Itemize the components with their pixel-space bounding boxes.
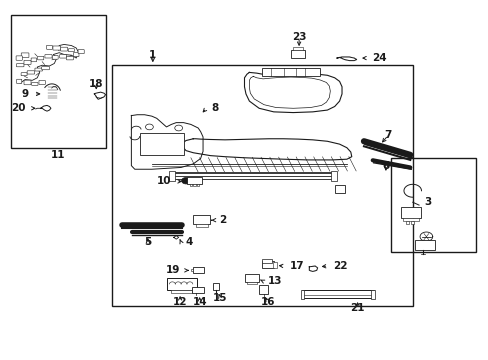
Text: 2: 2 [219,215,226,225]
Text: 1: 1 [149,50,156,60]
Text: 9: 9 [22,89,29,99]
Bar [261,68,320,76]
Text: 21: 21 [350,303,364,314]
FancyBboxPatch shape [27,71,35,74]
FancyBboxPatch shape [68,49,74,51]
FancyBboxPatch shape [31,58,37,62]
Text: 20: 20 [12,103,26,113]
Polygon shape [309,266,317,271]
Text: 10: 10 [157,176,171,186]
Bar [191,287,203,293]
Text: 19: 19 [165,265,180,275]
Bar [400,207,420,218]
FancyBboxPatch shape [17,79,22,84]
FancyBboxPatch shape [38,56,44,60]
Bar [262,259,271,263]
Bar [190,269,193,271]
Bar [334,185,345,193]
Bar [193,184,195,186]
FancyBboxPatch shape [41,67,49,70]
Bar [193,215,210,224]
FancyBboxPatch shape [24,60,31,64]
Bar [195,224,207,227]
Bar [140,134,183,155]
Bar [247,282,257,284]
Bar [390,158,475,252]
Bar [11,15,105,148]
Text: 4: 4 [185,237,193,247]
Text: 11: 11 [51,150,65,160]
Text: 18: 18 [89,79,103,89]
FancyBboxPatch shape [39,80,45,85]
FancyBboxPatch shape [21,73,27,76]
FancyBboxPatch shape [24,80,31,85]
Text: 22: 22 [332,261,347,271]
FancyBboxPatch shape [35,68,42,71]
Bar [186,177,201,184]
FancyBboxPatch shape [45,55,52,58]
Bar [212,283,218,291]
FancyBboxPatch shape [60,54,66,58]
FancyBboxPatch shape [53,46,61,50]
FancyBboxPatch shape [73,53,79,57]
Bar [414,240,434,250]
Bar [196,184,199,186]
Bar [410,221,413,224]
FancyBboxPatch shape [66,56,73,60]
Polygon shape [336,57,356,60]
FancyBboxPatch shape [52,55,58,59]
Text: 3: 3 [423,197,430,207]
Text: 15: 15 [212,293,227,303]
Bar [167,278,196,291]
Bar [112,65,412,306]
Circle shape [181,177,190,184]
Bar [330,171,336,181]
Bar [262,261,274,268]
FancyBboxPatch shape [61,47,67,51]
Bar [171,290,192,293]
Bar [272,262,276,267]
Bar [245,274,259,282]
Text: 14: 14 [192,297,206,307]
Text: 8: 8 [211,103,218,113]
FancyBboxPatch shape [32,82,38,85]
Bar [402,218,418,221]
Bar [302,291,373,298]
FancyBboxPatch shape [21,53,29,58]
Bar [406,221,408,224]
Bar [291,50,305,58]
Bar [189,184,192,186]
Text: 17: 17 [289,261,304,271]
FancyBboxPatch shape [78,50,84,54]
Text: 5: 5 [144,237,151,247]
Text: 13: 13 [267,276,282,286]
Text: 7: 7 [384,130,391,140]
Bar [259,285,267,294]
FancyBboxPatch shape [46,45,52,49]
Bar [370,290,374,299]
Text: 6: 6 [382,161,389,171]
Bar [168,171,174,181]
Bar [293,46,303,50]
Text: 16: 16 [260,297,275,307]
FancyBboxPatch shape [17,64,24,67]
Text: 23: 23 [291,32,306,42]
Text: 24: 24 [371,53,386,63]
FancyBboxPatch shape [16,56,22,60]
Bar [193,267,203,273]
Bar [300,290,304,299]
Text: 12: 12 [173,297,187,307]
